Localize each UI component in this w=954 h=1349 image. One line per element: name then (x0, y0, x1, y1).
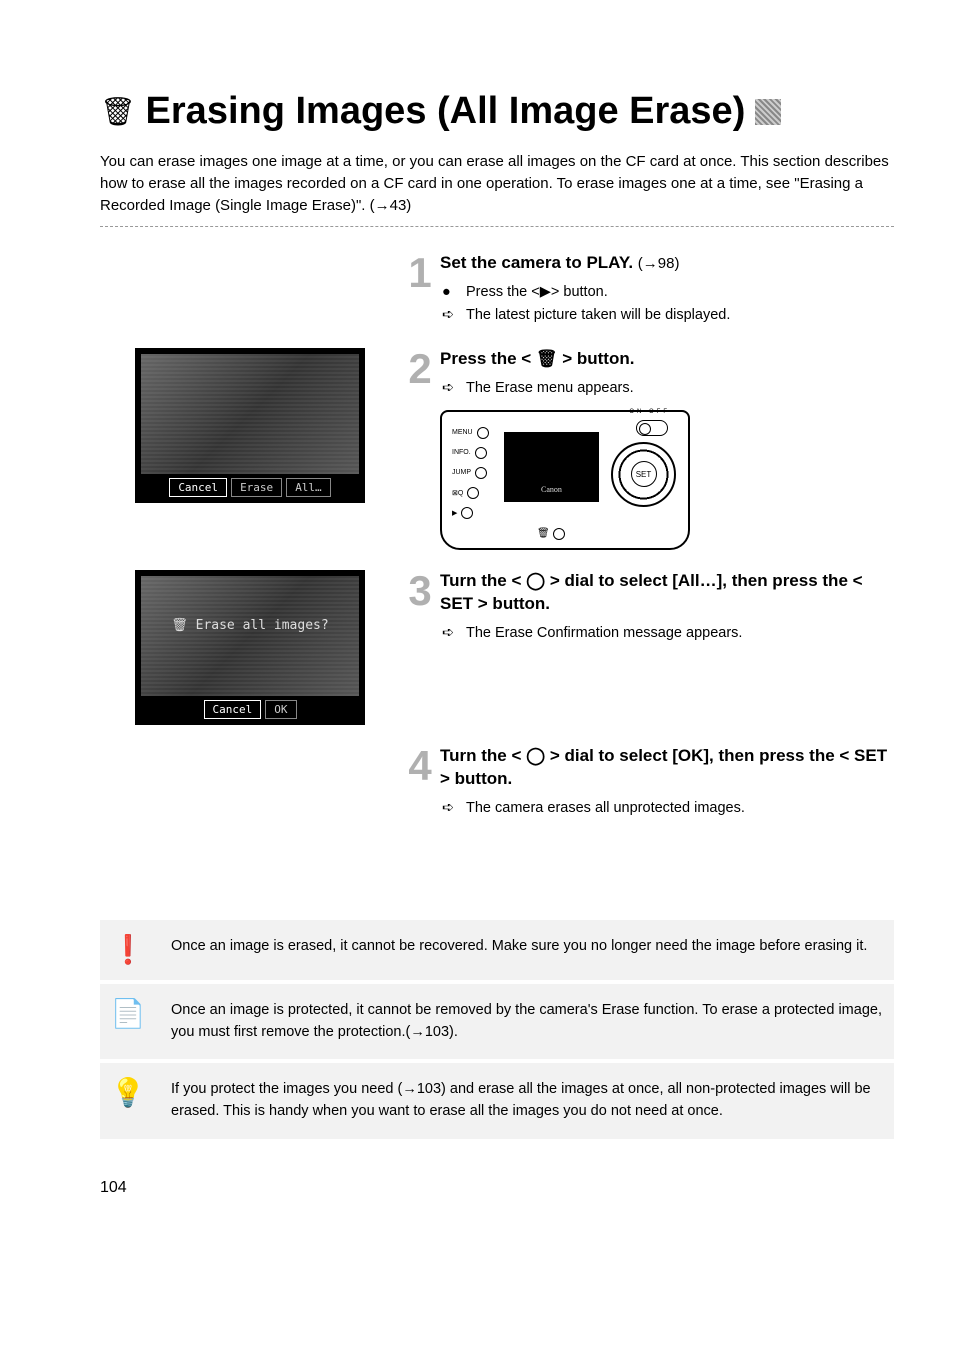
step-line: ➪ The latest picture taken will be displ… (442, 304, 894, 327)
lcd-figure-erase-menu: Cancel Erase All… (135, 348, 365, 503)
step-line: ➪ The Erase menu appears. (442, 377, 894, 400)
tip-icon: 💡 (110, 1079, 146, 1123)
step-number-4: 4 (400, 745, 440, 787)
set-button-icon: SET (631, 461, 657, 487)
lcd-figure-confirm: 🗑 Erase all images? Cancel OK (135, 570, 365, 725)
page-number: 104 (100, 1179, 894, 1197)
screen-btn-cancel: Cancel (204, 700, 262, 719)
divider (100, 226, 894, 227)
power-switch-icon (636, 420, 668, 436)
screen-btn-erase: Erase (231, 478, 282, 497)
step-heading: Turn the < ◯ > dial to select [All…], th… (440, 570, 894, 616)
step-number-2: 2 (400, 348, 440, 390)
quick-dial-icon: SET (611, 442, 676, 507)
screen-btn-ok: OK (265, 700, 296, 719)
note-icon: 📄 (110, 1000, 146, 1044)
page-title: 🗑 Erasing Images (All Image Erase) (100, 90, 894, 133)
step-line: ➪ The Erase Confirmation message appears… (442, 622, 894, 645)
camera-lcd: Canon (504, 432, 599, 502)
step-heading: Turn the < ◯ > dial to select [OK], then… (440, 745, 894, 791)
step-line: ➪ The camera erases all unprotected imag… (442, 797, 894, 820)
title-text: Erasing Images (All Image Erase) (146, 90, 746, 133)
step-heading: Set the camera to PLAY. (→98) (440, 252, 894, 275)
section-end-icon (755, 99, 781, 125)
step-heading: Press the < 🗑 > button. (440, 348, 894, 371)
screen-btn-cancel: Cancel (169, 478, 227, 497)
trash-icon: 🗑 (100, 95, 136, 128)
note-warning: ❗ Once an image is erased, it cannot be … (100, 920, 894, 980)
camera-back-diagram: MENU INFO. JUMP ⊠Q ▶ Canon ON OFF SET 🗑 (440, 410, 690, 550)
screen-btn-all: All… (286, 478, 331, 497)
step-line: ● Press the <▶> button. (442, 281, 894, 304)
intro-paragraph: You can erase images one image at a time… (100, 151, 894, 216)
note-tip: 💡 If you protect the images you need (→1… (100, 1063, 894, 1139)
step-number-1: 1 (400, 252, 440, 294)
warning-icon: ❗ (110, 936, 146, 964)
note-info: 📄 Once an image is protected, it cannot … (100, 984, 894, 1060)
step-number-3: 3 (400, 570, 440, 612)
trash-button-icon: 🗑 (537, 528, 565, 540)
